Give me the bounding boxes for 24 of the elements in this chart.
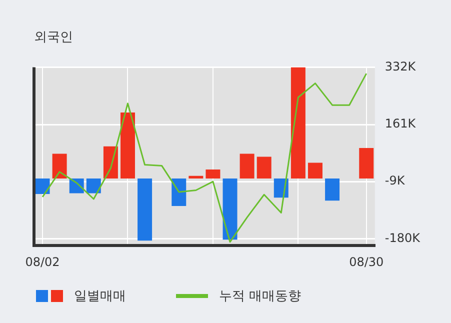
legend-label: 누적 매매동향	[219, 288, 302, 305]
x-tick-label: 08/30	[349, 254, 384, 269]
x-tick-label: 08/02	[25, 254, 60, 269]
bar	[325, 178, 340, 201]
bar	[172, 178, 186, 206]
bar	[240, 154, 254, 179]
bar	[52, 154, 67, 179]
bar	[86, 178, 101, 194]
bar	[290, 67, 306, 179]
bar	[188, 176, 204, 179]
y-tick-label: 332K	[384, 59, 417, 74]
bar	[308, 162, 322, 179]
y-tick-label: 161K	[384, 116, 417, 131]
bar	[256, 156, 272, 179]
chart-title: 외국인	[34, 29, 73, 46]
y-tick-label: -180K	[384, 231, 422, 246]
bar	[359, 148, 374, 179]
bar	[138, 178, 152, 241]
bar	[222, 178, 238, 240]
bar	[120, 112, 135, 179]
bar	[206, 169, 220, 179]
y-tick-label: -9K	[384, 174, 406, 188]
legend-label: 일별매매	[74, 288, 126, 305]
bar	[35, 178, 50, 194]
